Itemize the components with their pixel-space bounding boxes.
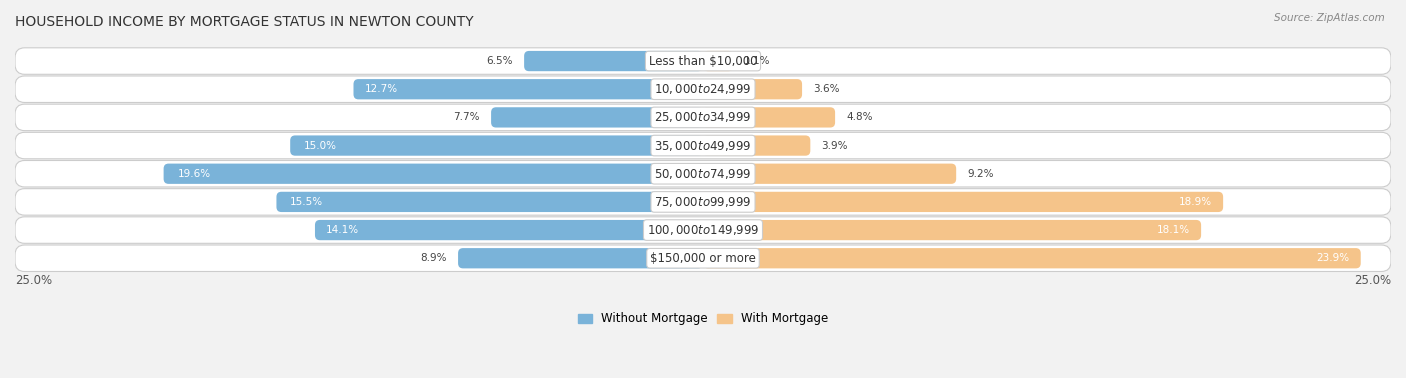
Legend: Without Mortgage, With Mortgage: Without Mortgage, With Mortgage: [574, 308, 832, 330]
Text: 15.5%: 15.5%: [290, 197, 323, 207]
Text: $50,000 to $74,999: $50,000 to $74,999: [654, 167, 752, 181]
FancyBboxPatch shape: [277, 192, 703, 212]
FancyBboxPatch shape: [290, 135, 703, 156]
Text: 6.5%: 6.5%: [486, 56, 513, 66]
FancyBboxPatch shape: [15, 104, 1391, 131]
FancyBboxPatch shape: [703, 135, 810, 156]
FancyBboxPatch shape: [15, 132, 1391, 159]
FancyBboxPatch shape: [15, 48, 1391, 74]
FancyBboxPatch shape: [491, 107, 703, 127]
FancyBboxPatch shape: [315, 220, 703, 240]
Text: 4.8%: 4.8%: [846, 112, 873, 122]
FancyBboxPatch shape: [703, 248, 1361, 268]
Text: 19.6%: 19.6%: [177, 169, 211, 179]
FancyBboxPatch shape: [15, 76, 1391, 102]
FancyBboxPatch shape: [458, 248, 703, 268]
Text: 8.9%: 8.9%: [420, 253, 447, 263]
Text: 25.0%: 25.0%: [15, 274, 52, 287]
Text: 3.6%: 3.6%: [813, 84, 839, 94]
FancyBboxPatch shape: [524, 51, 703, 71]
Text: 18.1%: 18.1%: [1157, 225, 1189, 235]
FancyBboxPatch shape: [703, 79, 801, 99]
FancyBboxPatch shape: [703, 107, 835, 127]
Text: 1.1%: 1.1%: [744, 56, 770, 66]
Text: HOUSEHOLD INCOME BY MORTGAGE STATUS IN NEWTON COUNTY: HOUSEHOLD INCOME BY MORTGAGE STATUS IN N…: [15, 15, 474, 29]
Text: 18.9%: 18.9%: [1180, 197, 1212, 207]
Text: 15.0%: 15.0%: [304, 141, 337, 150]
Text: $10,000 to $24,999: $10,000 to $24,999: [654, 82, 752, 96]
Text: 9.2%: 9.2%: [967, 169, 994, 179]
Text: 23.9%: 23.9%: [1316, 253, 1350, 263]
FancyBboxPatch shape: [703, 51, 734, 71]
Text: $35,000 to $49,999: $35,000 to $49,999: [654, 139, 752, 153]
Text: $150,000 or more: $150,000 or more: [650, 252, 756, 265]
FancyBboxPatch shape: [15, 189, 1391, 215]
FancyBboxPatch shape: [703, 192, 1223, 212]
FancyBboxPatch shape: [15, 245, 1391, 271]
FancyBboxPatch shape: [163, 164, 703, 184]
FancyBboxPatch shape: [703, 164, 956, 184]
FancyBboxPatch shape: [15, 217, 1391, 243]
Text: $25,000 to $34,999: $25,000 to $34,999: [654, 110, 752, 124]
FancyBboxPatch shape: [353, 79, 703, 99]
Text: 7.7%: 7.7%: [454, 112, 479, 122]
Text: 12.7%: 12.7%: [364, 84, 398, 94]
Text: $75,000 to $99,999: $75,000 to $99,999: [654, 195, 752, 209]
FancyBboxPatch shape: [15, 161, 1391, 187]
Text: 3.9%: 3.9%: [821, 141, 848, 150]
Text: Less than $10,000: Less than $10,000: [648, 54, 758, 68]
FancyBboxPatch shape: [703, 220, 1201, 240]
Text: Source: ZipAtlas.com: Source: ZipAtlas.com: [1274, 13, 1385, 23]
Text: 25.0%: 25.0%: [1354, 274, 1391, 287]
Text: $100,000 to $149,999: $100,000 to $149,999: [647, 223, 759, 237]
Text: 14.1%: 14.1%: [326, 225, 359, 235]
